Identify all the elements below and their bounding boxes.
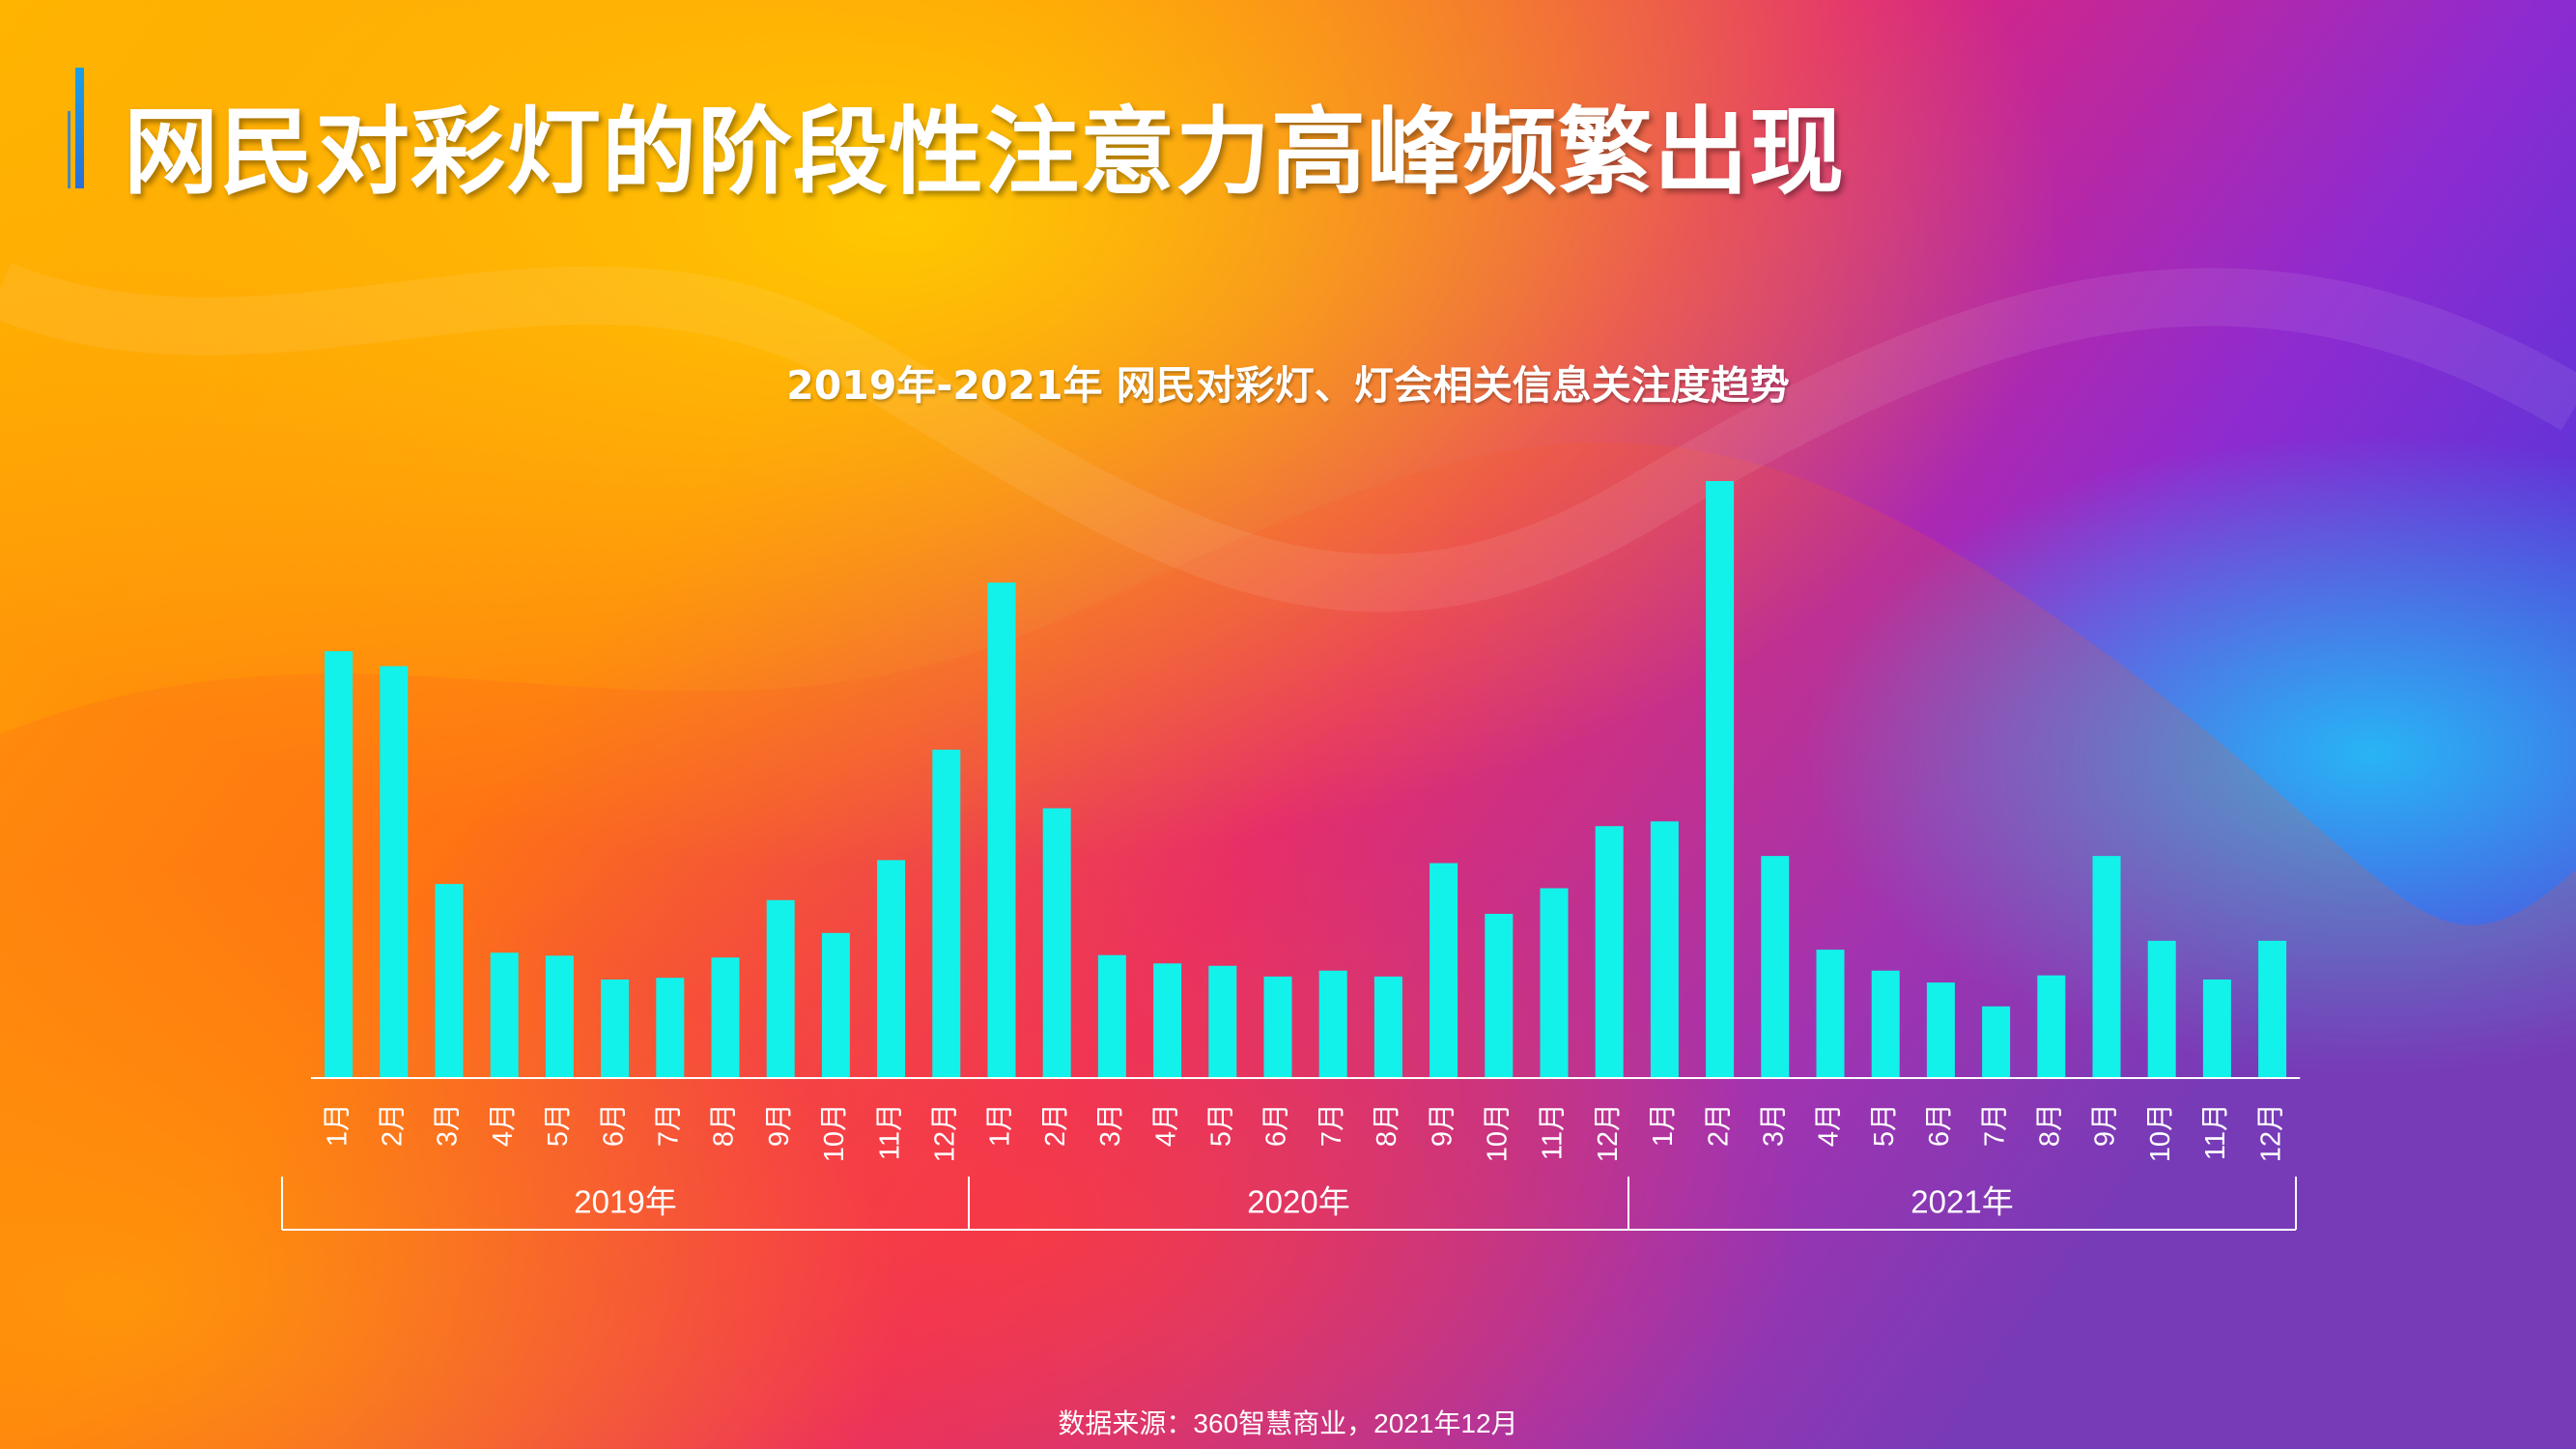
bar — [1430, 863, 1458, 1078]
bar — [490, 952, 519, 1078]
bar — [1761, 856, 1790, 1078]
x-tick-label: 5月 — [1869, 1103, 1900, 1147]
x-tick-label: 11月 — [874, 1103, 905, 1160]
x-tick-label: 6月 — [1924, 1103, 1955, 1147]
bar — [1097, 954, 1126, 1078]
x-tick-label: 3月 — [1095, 1103, 1126, 1147]
x-tick-label: 4月 — [1814, 1103, 1845, 1147]
bar — [2092, 856, 2121, 1078]
x-tick-label: 1月 — [1648, 1103, 1679, 1147]
bar — [2037, 975, 2066, 1078]
bar — [1871, 970, 1900, 1078]
year-group-label: 2019年 — [574, 1184, 676, 1220]
page-title: 网民对彩灯的阶段性注意力高峰频繁出现 — [124, 98, 1846, 208]
bar — [1373, 976, 1402, 1078]
x-tick-label: 12月 — [929, 1103, 960, 1162]
title-accent-bar — [75, 68, 84, 188]
bar — [1982, 1006, 2011, 1078]
bar — [821, 932, 850, 1078]
x-tick-label: 2月 — [1703, 1103, 1734, 1147]
bar — [987, 582, 1016, 1078]
bar — [2147, 940, 2176, 1078]
x-tick-label: 5月 — [543, 1103, 574, 1147]
bar — [932, 750, 961, 1078]
bar — [2202, 980, 2231, 1078]
x-tick-label: 5月 — [1205, 1103, 1236, 1147]
bar — [545, 955, 574, 1078]
bar — [601, 980, 630, 1078]
x-tick-label: 1月 — [322, 1103, 353, 1147]
x-tick-label: 11月 — [2200, 1103, 2231, 1160]
data-source-note: 数据来源：360智慧商业，2021年12月 — [1058, 1408, 1518, 1438]
bar — [766, 899, 795, 1078]
bar — [1540, 888, 1569, 1078]
year-group-label: 2020年 — [1247, 1184, 1349, 1220]
x-tick-label: 9月 — [2090, 1103, 2121, 1147]
x-tick-label: 6月 — [598, 1103, 629, 1147]
bar — [1650, 821, 1679, 1078]
bar — [435, 884, 464, 1078]
bar — [1926, 982, 1955, 1078]
year-group-label: 2021年 — [1911, 1184, 2013, 1220]
x-tick-label: 8月 — [709, 1103, 740, 1147]
bar — [1485, 914, 1514, 1078]
x-tick-label: 4月 — [488, 1103, 519, 1147]
bar — [1706, 481, 1735, 1078]
x-tick-label: 7月 — [1979, 1103, 2010, 1147]
bar — [656, 978, 685, 1078]
bar — [1208, 965, 1237, 1078]
bar — [1153, 963, 1182, 1078]
bar — [1816, 950, 1845, 1078]
title-accent-line — [68, 111, 71, 188]
x-tick-label: 8月 — [2034, 1103, 2065, 1147]
x-tick-label: 4月 — [1150, 1103, 1181, 1147]
x-tick-label: 7月 — [1316, 1103, 1347, 1147]
x-tick-label: 1月 — [985, 1103, 1016, 1147]
x-tick-label: 2月 — [377, 1103, 408, 1147]
chart-title: 2019年-2021年 网民对彩灯、灯会相关信息关注度趋势 — [786, 362, 1790, 409]
x-tick-label: 10月 — [1482, 1103, 1513, 1162]
bar — [1042, 808, 1071, 1078]
x-tick-label: 6月 — [1261, 1103, 1292, 1147]
x-tick-label: 10月 — [819, 1103, 850, 1162]
bar — [325, 651, 354, 1078]
x-tick-label: 11月 — [1538, 1103, 1569, 1160]
x-tick-label: 12月 — [1593, 1103, 1624, 1162]
bar — [877, 860, 906, 1078]
x-tick-label: 2月 — [1040, 1103, 1071, 1147]
x-tick-label: 9月 — [764, 1103, 795, 1147]
x-tick-label: 3月 — [433, 1103, 464, 1147]
bar — [1595, 826, 1624, 1078]
bar — [2258, 940, 2287, 1078]
x-tick-label: 10月 — [2145, 1103, 2176, 1162]
x-tick-label: 8月 — [1372, 1103, 1402, 1147]
x-tick-label: 3月 — [1758, 1103, 1789, 1147]
bar — [711, 957, 740, 1078]
x-tick-label: 12月 — [2255, 1103, 2286, 1162]
x-tick-label: 9月 — [1427, 1103, 1458, 1147]
bar — [1263, 976, 1292, 1078]
bar — [1318, 970, 1347, 1078]
bar — [380, 666, 409, 1078]
x-tick-label: 7月 — [653, 1103, 684, 1147]
